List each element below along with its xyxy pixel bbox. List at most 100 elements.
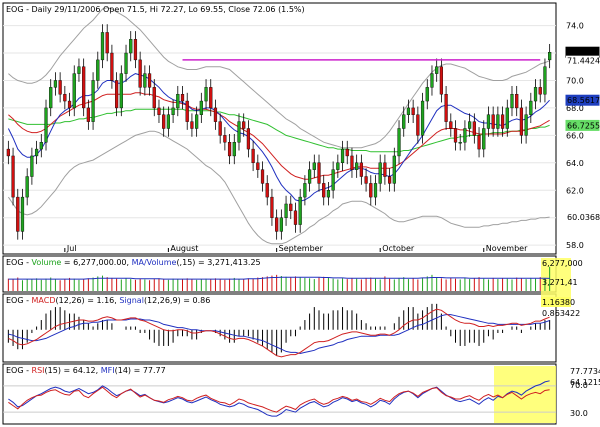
candle-body (86, 107, 90, 122)
candle-body (162, 114, 166, 129)
candle-body (58, 80, 62, 95)
month-label: September (279, 244, 324, 253)
candle-body (77, 66, 81, 74)
candle-body (307, 169, 312, 184)
macd-badge-value: 1.16380 (542, 298, 575, 307)
candle-body (289, 203, 293, 212)
title-part: MACD (32, 296, 56, 305)
volume-badge-current: 6,277,000 (542, 259, 583, 268)
candle-body (223, 135, 227, 143)
title-part: MA/Volume (132, 258, 177, 267)
candle-body (119, 73, 123, 109)
candle-body (383, 162, 387, 177)
candle-body (260, 169, 265, 184)
candle-body (444, 93, 448, 122)
candle-body (373, 183, 378, 198)
candle-body (449, 121, 453, 129)
signal-badge-value: 0.863422 (542, 309, 580, 318)
candle-body (91, 80, 95, 122)
candle-body (171, 107, 175, 115)
candle-body (242, 121, 246, 129)
bollinger-bands (7, 7, 550, 245)
candle-body (246, 128, 251, 150)
candle-body (510, 93, 514, 109)
candle-body (82, 66, 86, 109)
title-part: MFI (101, 366, 115, 375)
candle-body (439, 66, 443, 95)
candle-body (477, 135, 481, 150)
candle-body (96, 59, 100, 81)
title-part: EOG - (6, 366, 32, 375)
candle-body (133, 39, 138, 61)
candle-body (482, 128, 486, 150)
candle-body (515, 93, 519, 109)
moving-averages (7, 73, 550, 202)
volume-panel-frame (2, 255, 557, 293)
candle-body (157, 107, 161, 115)
candle-body (548, 52, 552, 61)
candle-body (275, 217, 279, 232)
price-badge-label: 72.06 (567, 48, 590, 57)
title-part: = 64.12, (61, 366, 101, 375)
candle-body (67, 100, 72, 109)
candle-body (293, 210, 298, 225)
title-part: Volume (32, 258, 62, 267)
macd-badge-bg (541, 297, 571, 307)
candle-body (138, 59, 142, 88)
candle-body (227, 142, 232, 157)
macd-line (8, 308, 550, 358)
title-part: (12,26) (56, 296, 85, 305)
bollinger-upper-line (8, 7, 550, 149)
candle-body (166, 114, 170, 129)
rsi-lines (3, 380, 556, 417)
candle-body (364, 176, 368, 184)
candle-body (331, 169, 335, 191)
candle-body (237, 121, 241, 143)
candle-body (397, 128, 401, 157)
candle-body (25, 176, 29, 198)
title-part: = 1.16, (85, 296, 120, 305)
title-part: = 0.86 (181, 296, 211, 305)
rsi-highlight-box (494, 366, 556, 423)
bollinger-lower-line (7, 130, 550, 245)
candle-body (500, 114, 505, 129)
mfi-badge-value: 77.7734 (570, 367, 600, 376)
candle-body (468, 121, 472, 129)
month-label: August (170, 244, 198, 253)
month-label: Jul (66, 244, 77, 253)
price-tick-label: 62.0 (566, 186, 584, 195)
candle-body (53, 80, 58, 88)
candle-body (496, 114, 500, 129)
candle-body (232, 142, 236, 157)
price-badge-bg (566, 55, 599, 66)
title-part: = 6,277,000.00, (61, 258, 131, 267)
candle-body (350, 155, 354, 170)
candle-body (411, 107, 415, 115)
candle-body (326, 190, 331, 198)
candle-body (143, 73, 147, 88)
candle-body (39, 142, 43, 150)
candle-body (199, 100, 203, 115)
candle-body (6, 148, 10, 157)
candle-body (519, 107, 524, 136)
candle-body (416, 114, 420, 136)
price-badge-label: 66.7255 (567, 121, 600, 130)
candle-body (105, 32, 109, 54)
month-label: November (486, 244, 528, 253)
candle-body (63, 93, 67, 102)
ma-short-line (7, 73, 550, 202)
candle-body (355, 162, 359, 170)
volume-bars (7, 266, 551, 291)
month-label: October (382, 244, 415, 253)
candle-body (11, 155, 15, 198)
candle-body (30, 155, 34, 177)
candle-body (392, 155, 396, 184)
candle-body (524, 114, 528, 136)
volume-panel-title: EOG - Volume = 6,277,000.00, MA/Volume(,… (6, 258, 261, 267)
candle-body (472, 121, 476, 136)
candle-body (114, 80, 119, 109)
candle-body (218, 121, 222, 136)
candle-body (322, 183, 326, 198)
title-part: (12,26,9) (144, 296, 181, 305)
